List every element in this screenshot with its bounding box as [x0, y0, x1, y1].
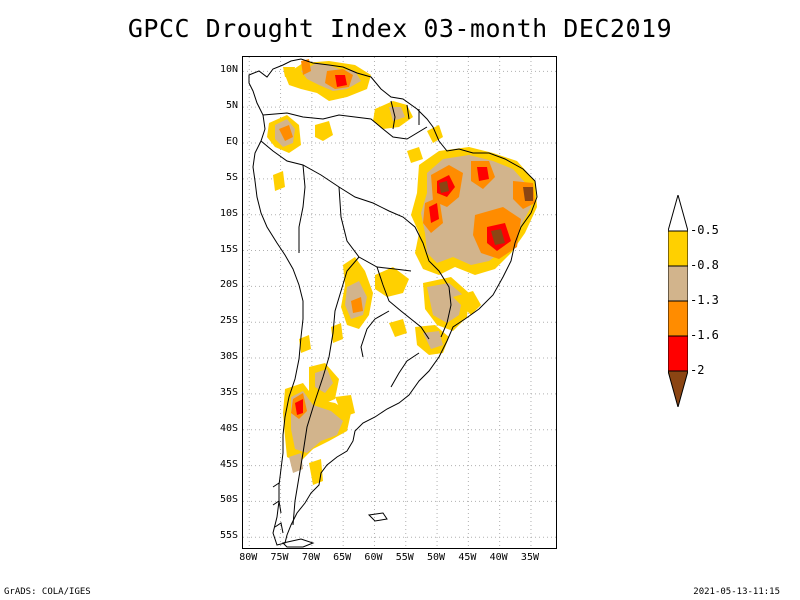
colorbar-tick-label: -1.3	[690, 293, 719, 307]
shade-yellow-region	[427, 125, 443, 143]
colorbar-segment-yellow	[667, 230, 689, 267]
shade-yellow-region	[315, 121, 333, 141]
shade-yellow-region	[299, 335, 311, 353]
lon-tick-label: 35W	[520, 552, 539, 563]
colorbar-segment-orange	[667, 300, 689, 337]
chart-title: GPCC Drought Index 03-month DEC2019	[127, 14, 673, 43]
map-svg	[243, 57, 556, 548]
lat-tick-label: 5S	[225, 171, 238, 183]
islands	[272, 482, 388, 548]
colorbar-tick-label: -0.8	[690, 258, 719, 272]
shade-yellow-region	[335, 395, 355, 417]
drought-shading	[267, 59, 537, 485]
lat-tick-label: 10N	[219, 64, 238, 76]
coastline	[248, 58, 538, 546]
lon-tick-label: 45W	[458, 552, 477, 563]
lat-tick-label: 45S	[219, 458, 238, 470]
shade-tan-region	[427, 283, 463, 323]
colorbar-top-triangle	[667, 193, 689, 232]
shade-yellow-region	[407, 147, 423, 163]
shade-yellow-region	[309, 459, 323, 485]
shade-tan-region	[289, 453, 303, 473]
colorbar-svg	[667, 193, 689, 409]
lon-tick-label: 60W	[364, 552, 383, 563]
shade-tan-region	[423, 331, 443, 349]
lat-tick-label: 5N	[225, 100, 238, 112]
lat-tick-label: 55S	[219, 530, 238, 542]
footer-credit: GrADS: COLA/IGES	[4, 587, 91, 597]
shade-brown-region	[491, 229, 505, 245]
colorbar-tick-label: -2	[690, 363, 705, 377]
lon-tick-label: 65W	[333, 552, 352, 563]
lat-tick-label: 20S	[219, 279, 238, 291]
shade-yellow-region	[331, 323, 343, 343]
colorbar-tick-label: -0.5	[690, 223, 719, 237]
shade-red-region	[429, 203, 439, 223]
shade-yellow-region	[283, 67, 295, 77]
lat-tick-label: 25S	[219, 315, 238, 327]
shade-orange-region	[351, 297, 363, 313]
lat-tick-label: 30S	[219, 351, 238, 363]
shade-yellow-region	[375, 267, 409, 297]
lon-tick-label: 80W	[239, 552, 258, 563]
shade-yellow-region	[389, 319, 407, 337]
shade-red-region	[335, 75, 347, 87]
lat-tick-label: 15S	[219, 243, 238, 255]
shade-brown-region	[439, 181, 449, 193]
shade-red-region	[295, 399, 303, 415]
colorbar-segment-tan	[667, 265, 689, 302]
shade-yellow-region	[453, 291, 481, 315]
shade-brown-region	[523, 187, 533, 201]
shade-yellow-region	[273, 171, 285, 191]
shade-red-region	[477, 167, 489, 181]
colorbar	[667, 193, 689, 409]
lat-tick-label: 35S	[219, 386, 238, 398]
lon-tick-label: 50W	[427, 552, 446, 563]
colorbar-tick-label: -1.6	[690, 328, 719, 342]
lon-tick-label: 70W	[301, 552, 320, 563]
lon-tick-label: 75W	[270, 552, 289, 563]
shade-orange-region	[301, 59, 311, 75]
colorbar-bottom-triangle	[667, 370, 689, 409]
lat-tick-label: 40S	[219, 422, 238, 434]
shade-orange-region	[279, 125, 293, 141]
lat-tick-label: 10S	[219, 207, 238, 219]
colorbar-segment-red	[667, 335, 689, 372]
lat-tick-label: EQ	[225, 136, 238, 147]
footer-timestamp: 2021-05-13-11:15	[693, 587, 780, 597]
lon-tick-label: 40W	[489, 552, 508, 563]
map-panel	[242, 56, 557, 549]
lat-tick-label: 50S	[219, 494, 238, 506]
lon-tick-label: 55W	[395, 552, 414, 563]
